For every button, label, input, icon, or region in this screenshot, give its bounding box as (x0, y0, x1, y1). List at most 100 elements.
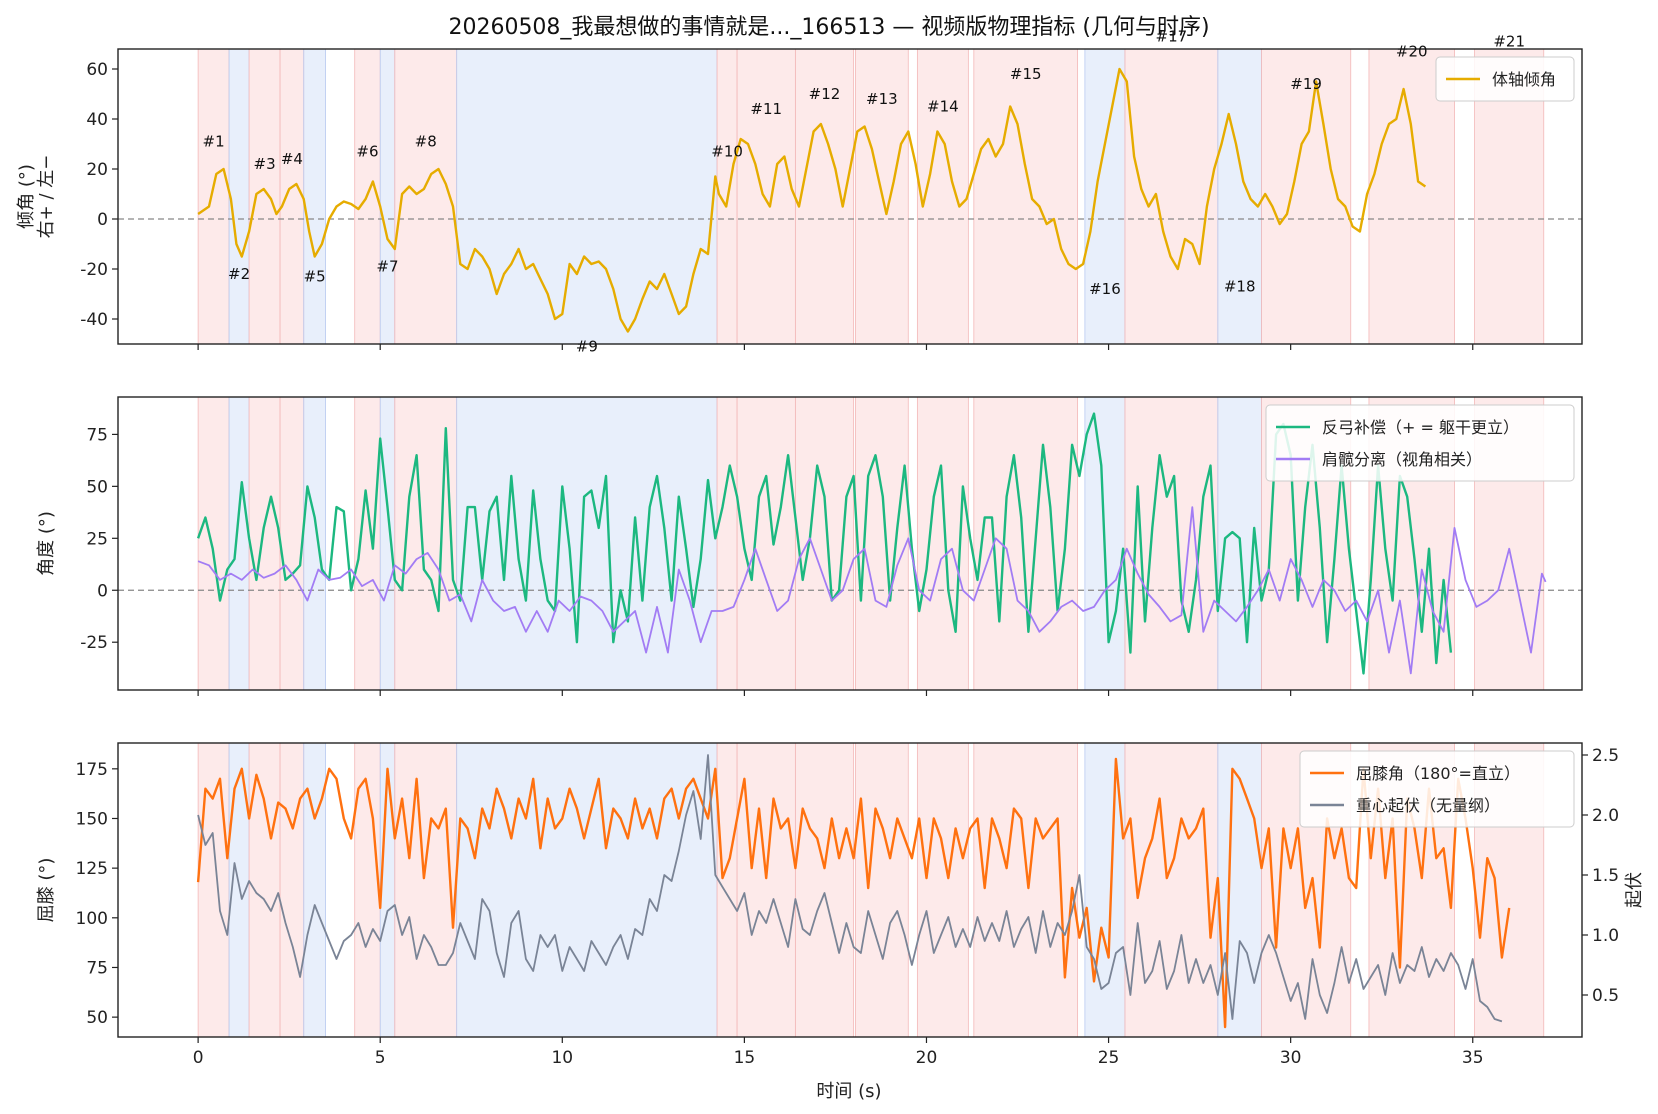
segment-band-7 (379, 397, 396, 690)
segment-label: #8 (415, 133, 437, 151)
segment-band-12 (794, 397, 855, 690)
segment-band-1 (197, 397, 230, 690)
segment-label: #14 (927, 98, 959, 116)
y-tick-label: 175 (76, 760, 108, 780)
segment-band-12 (794, 743, 855, 1037)
segment-band-3 (248, 49, 281, 344)
y-tick-label: 50 (86, 1008, 108, 1028)
segment-label: #15 (1010, 65, 1042, 83)
segment-label: #16 (1089, 280, 1121, 298)
legend-entry: 体轴倾角 (1492, 70, 1556, 89)
y-tick-label: 50 (86, 477, 108, 497)
segment-label: #19 (1290, 75, 1322, 93)
x-tick-label: 20 (916, 1048, 938, 1068)
segment-band-18 (1217, 49, 1262, 344)
segment-band-9 (456, 743, 718, 1037)
segment-band-13 (855, 743, 909, 1037)
axes-frame (117, 396, 1583, 691)
segment-band-11 (736, 49, 796, 344)
series-group (196, 754, 1511, 1029)
segment-band-4 (279, 397, 305, 690)
x-tick-label: 15 (734, 1048, 756, 1068)
segment-band-1 (197, 743, 230, 1037)
y-tick-label: 150 (76, 809, 108, 829)
y2-axis-title: 起伏 (1624, 872, 1645, 908)
segment-label: #5 (304, 268, 326, 286)
y2-tick-label: 2.0 (1592, 806, 1619, 826)
series-line-1-0 (196, 412, 1453, 675)
x-tick-label: 5 (375, 1048, 386, 1068)
segment-label: #21 (1493, 33, 1525, 51)
panel-knee: 0 5 10 15 20 25 30 35 50 75 100 125 150 175 0.5 1.0 1.5 2… (36, 742, 1645, 1068)
series-line-2-1 (197, 754, 1503, 1023)
y-tick-label: 60 (86, 60, 108, 80)
segment-band-15 (973, 397, 1079, 690)
segment-label: #20 (1396, 43, 1428, 61)
y2-tick-label: 2.5 (1592, 746, 1619, 766)
segment-band-4 (279, 49, 305, 344)
series-line-1-1 (197, 506, 1547, 675)
segment-label: #13 (866, 90, 898, 108)
chart-title: 20260508_我最想做的事情就是..._166513 — 视频版物理指标 (… (448, 15, 1209, 40)
axes-frame (117, 48, 1583, 345)
segment-band-5 (303, 743, 326, 1037)
segment-band-19 (1261, 49, 1352, 344)
legend-box (1435, 56, 1575, 102)
panel-angles: -25 0 25 50 75 角度 (°) 反弓补偿（+ = 躯干更立） 肩髋分离（视角相关） (36, 396, 1583, 696)
y-tick-label: 20 (86, 160, 108, 180)
segment-band-5 (303, 397, 326, 690)
y-axis-subtitle: 右+ / 左− (36, 155, 57, 239)
segment-label: #2 (228, 265, 250, 283)
segment-band-17 (1124, 49, 1219, 344)
segment-band-2 (228, 397, 250, 690)
y-tick-label: 25 (86, 529, 108, 549)
segment-band-4 (279, 743, 305, 1037)
x-tick-label: 10 (551, 1048, 573, 1068)
legend: 反弓补偿（+ = 躯干更立） 肩髋分离（视角相关） (1265, 404, 1575, 482)
segment-label: #4 (281, 150, 303, 168)
y-tick-label: -25 (80, 633, 108, 653)
segment-band-17 (1124, 743, 1219, 1037)
legend-box (1299, 750, 1575, 828)
y-tick-label: 75 (86, 958, 108, 978)
y-tick-label: -40 (80, 310, 108, 330)
segment-label: #10 (711, 143, 743, 161)
segment-label: #3 (254, 155, 276, 173)
y2-tick-label: 1.0 (1592, 926, 1619, 946)
segment-band-9 (456, 397, 718, 690)
y-tick-label: 100 (76, 909, 108, 929)
segment-band-17 (1124, 397, 1219, 690)
y2-tick-label: 0.5 (1592, 986, 1619, 1006)
y2-tick-label: 1.5 (1592, 866, 1619, 886)
panel-tilt: -40 -20 0 20 40 60 倾角 (°) 右+ / 左− #1 #2 #3 #4 #5 #6 #7… (16, 28, 1583, 356)
segment-band-5 (303, 49, 326, 344)
legend-entry: 反弓补偿（+ = 躯干更立） (1322, 418, 1519, 437)
y-tick-label: 0 (97, 581, 108, 601)
y-tick-label: 125 (76, 859, 108, 879)
legend-entry: 屈膝角（180°=直立） (1356, 764, 1520, 783)
segment-band-8 (394, 743, 458, 1037)
segment-label: #12 (809, 85, 841, 103)
legend-entry: 重心起伏（无量纲） (1356, 796, 1500, 815)
y-axis-title: 角度 (°) (36, 511, 57, 576)
y-tick-label: 0 (97, 210, 108, 230)
segment-label: #9 (576, 338, 598, 356)
x-tick-label: 25 (1098, 1048, 1120, 1068)
legend: 体轴倾角 (1435, 56, 1575, 102)
y-axis-title: 屈膝 (°) (36, 858, 57, 923)
segment-band-14 (916, 743, 969, 1037)
legend-box (1265, 404, 1575, 482)
x-tick-label: 30 (1280, 1048, 1302, 1068)
segment-label: #18 (1224, 278, 1256, 296)
segment-label: #6 (356, 143, 378, 161)
x-tick-label: 0 (193, 1048, 204, 1068)
segment-label: #7 (376, 258, 398, 276)
segment-band-7 (379, 49, 396, 344)
segment-band-16 (1084, 49, 1126, 344)
x-axis-title: 时间 (s) (816, 1081, 881, 1102)
segment-band-15 (973, 49, 1079, 344)
segment-band-11 (736, 397, 796, 690)
segment-band-10 (716, 743, 738, 1037)
segment-label: #17 (1156, 28, 1188, 46)
